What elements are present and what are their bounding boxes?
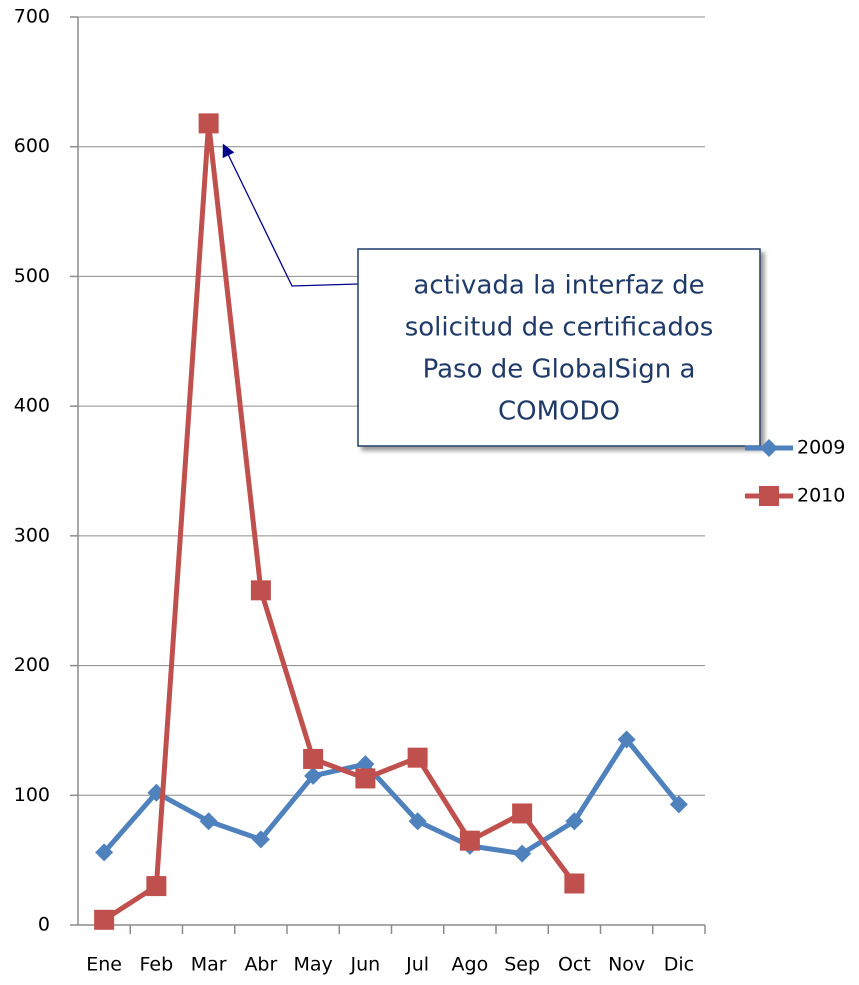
series xyxy=(94,113,585,930)
x-tick-label: Jun xyxy=(350,954,381,976)
annotation: activada la interfaz de solicitud de cert… xyxy=(222,143,761,447)
marker xyxy=(669,795,688,814)
x-tick-label: Mar xyxy=(191,954,227,976)
marker xyxy=(407,747,428,768)
y-tick-label: 600 xyxy=(14,135,50,157)
marker xyxy=(95,843,114,862)
marker xyxy=(198,113,219,134)
marker xyxy=(199,812,218,831)
x-tick-label: Dic xyxy=(664,954,694,976)
marker xyxy=(355,768,376,789)
marker xyxy=(617,730,636,749)
y-tick-label: 300 xyxy=(14,524,50,546)
marker xyxy=(512,803,533,824)
plot-area: 0 100 200 300 400 500 600 700 Ene Feb Mar Abr May Jun… xyxy=(14,6,706,976)
series-line xyxy=(102,737,681,857)
x-tick-label: Ago xyxy=(452,954,489,976)
marker xyxy=(408,812,427,831)
marker xyxy=(94,909,115,930)
marker xyxy=(564,873,585,894)
annotation-text: Paso de GlobalSign a xyxy=(423,355,696,385)
legend-label: 2009 xyxy=(797,437,845,459)
annotation-arrow xyxy=(222,143,359,287)
x-tick-label: Jul xyxy=(405,954,429,976)
series xyxy=(95,730,688,863)
annotation-text: solicitud de certificados xyxy=(405,313,714,343)
marker xyxy=(304,766,323,785)
x-tick-label: Sep xyxy=(504,954,540,976)
marker xyxy=(303,748,324,769)
x-tick-label: May xyxy=(293,954,332,976)
annotation-box xyxy=(357,248,761,447)
x-tick-label: Nov xyxy=(608,954,645,976)
annotation-text: activada la interfaz de xyxy=(413,271,704,301)
x-tick-label: Abr xyxy=(244,954,277,976)
marker xyxy=(565,812,584,831)
y-tick-label: 200 xyxy=(14,654,50,676)
marker xyxy=(513,844,532,863)
x-tick-label: Oct xyxy=(558,954,591,976)
marker xyxy=(459,830,480,851)
x-tick-label: Ene xyxy=(86,954,122,976)
y-tick-label: 400 xyxy=(14,395,50,417)
marker xyxy=(146,876,167,897)
annotation-text: COMODO xyxy=(498,397,620,427)
series-line xyxy=(102,120,577,922)
x-tick-label: Feb xyxy=(140,954,174,976)
y-tick-label: 700 xyxy=(14,6,50,28)
marker xyxy=(760,439,778,457)
legend-label: 2010 xyxy=(797,485,845,507)
marker xyxy=(759,486,779,506)
marker xyxy=(250,580,271,601)
y-tick-label: 500 xyxy=(14,265,50,287)
y-tick-label: 0 xyxy=(38,914,50,936)
marker xyxy=(251,830,270,849)
y-tick-label: 100 xyxy=(14,784,50,806)
